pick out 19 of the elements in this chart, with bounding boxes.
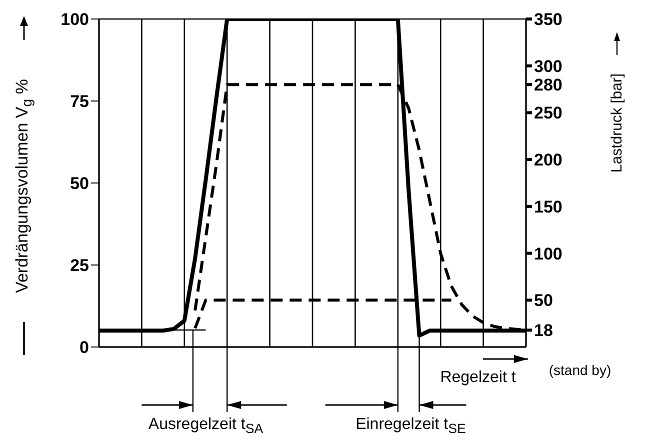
y2-tick-label: 100 — [534, 244, 562, 264]
y2-tick-label: 150 — [534, 197, 562, 216]
y2-tick-label: 350 — [534, 10, 562, 30]
y-tick-label: 0 — [80, 338, 89, 358]
y2-tick-label: 200 — [534, 150, 562, 170]
y2-tick-label: 18 — [534, 321, 553, 340]
y2-tick-label: 50 — [534, 291, 553, 310]
y2-tick-label: 250 — [534, 104, 562, 123]
text: Einregelzeit t$_{SE}$ — [356, 416, 466, 436]
y-tick-label: 75 — [70, 92, 89, 112]
y-tick-label: 25 — [70, 256, 89, 276]
text: (stand by) — [548, 362, 612, 378]
y2-axis-title: Lastdruck [bar] — [608, 73, 626, 173]
text: Ausregelzeit t$_{SA}$ — [148, 416, 264, 436]
y-tick-label: 100 — [60, 10, 89, 30]
y2-tick-label: 300 — [534, 56, 562, 76]
y-tick-label: 50 — [70, 174, 89, 194]
y2-tick-label: 280 — [534, 76, 562, 95]
x-axis-title: Regelzeit t — [440, 369, 516, 387]
